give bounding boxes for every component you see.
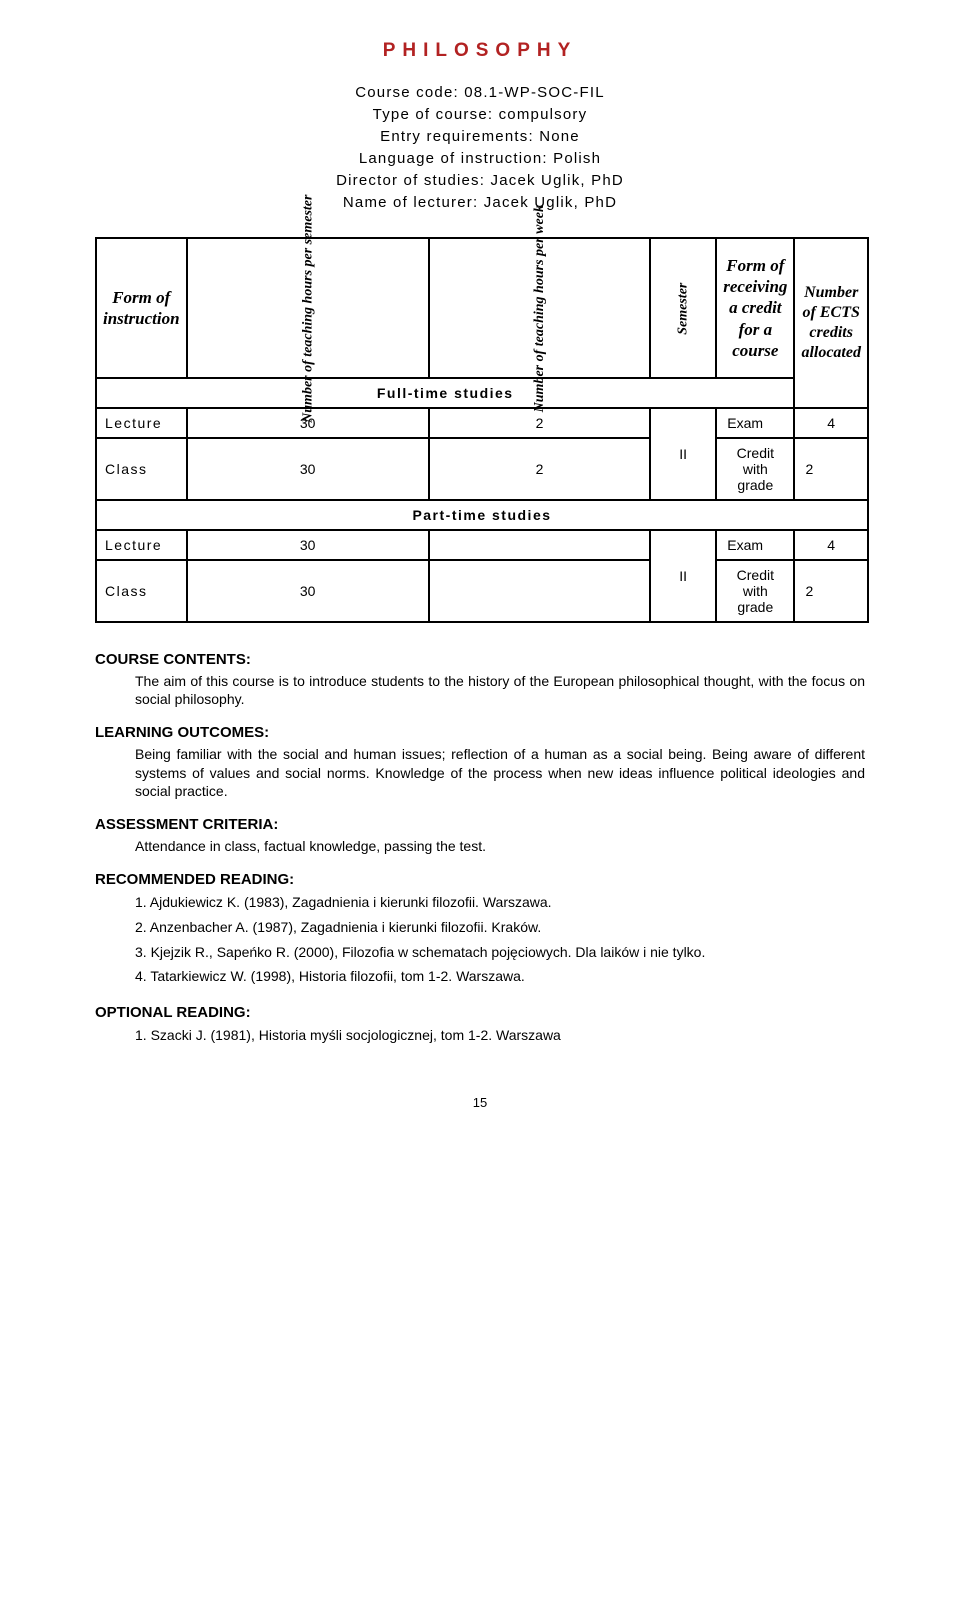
col-hours-week: Number of teaching hours per week	[429, 238, 650, 378]
row-hrs-sem: 30	[187, 530, 429, 560]
course-contents-text: The aim of this course is to introduce s…	[135, 672, 865, 708]
col-form-receiving: Form of receiving a credit for a course	[716, 238, 794, 378]
learning-outcomes-heading: LEARNING OUTCOMES:	[95, 724, 865, 741]
row-semester: II	[650, 408, 716, 500]
page-title: PHILOSOPHY	[95, 40, 865, 62]
list-item: 1. Ajdukiewicz K. (1983), Zagadnienia i …	[135, 892, 865, 914]
optional-reading-heading: OPTIONAL READING:	[95, 1004, 865, 1021]
row-hrs-sem: 30	[187, 438, 429, 500]
recommended-reading-heading: RECOMMENDED READING:	[95, 871, 865, 888]
col-form-instruction: Form of instruction	[96, 238, 187, 378]
director-label: Director of studies:	[336, 172, 485, 189]
row-name: Lecture	[96, 530, 187, 560]
row-ects: 2	[794, 560, 868, 622]
course-table: Form of instruction Number of teaching h…	[95, 237, 869, 623]
row-ects: 4	[794, 408, 868, 438]
row-credit: Credit with grade	[716, 438, 794, 500]
lecturer-label: Name of lecturer:	[343, 194, 478, 211]
lang-line: Language of instruction: Polish	[95, 150, 865, 167]
list-item: 3. Kjejzik R., Sapeńko R. (2000), Filozo…	[135, 942, 865, 964]
course-code-line: Course code: 08.1-WP-SOC-FIL	[95, 84, 865, 101]
list-item: 2. Anzenbacher A. (1987), Zagadnienia i …	[135, 917, 865, 939]
list-item: 4. Tatarkiewicz W. (1998), Historia filo…	[135, 966, 865, 988]
section-parttime-label: Part-time studies	[96, 500, 868, 530]
entry-req-label: Entry requirements:	[380, 128, 534, 145]
col-semester: Semester	[650, 238, 716, 378]
table-row: Class 30 2 Credit with grade 2	[96, 438, 868, 500]
learning-outcomes-text: Being familiar with the social and human…	[135, 745, 865, 800]
director-value: Jacek Uglik, PhD	[491, 172, 624, 189]
course-code-label: Course code:	[355, 84, 459, 101]
row-semester: II	[650, 530, 716, 622]
assessment-text: Attendance in class, factual knowledge, …	[135, 837, 865, 855]
optional-reading-list: 1. Szacki J. (1981), Historia myśli socj…	[135, 1025, 865, 1047]
entry-req-value: None	[539, 128, 580, 145]
entry-req-line: Entry requirements: None	[95, 128, 865, 145]
row-hrs-sem: 30	[187, 560, 429, 622]
course-type-label: Type of course:	[373, 106, 494, 123]
row-hrs-wk	[429, 560, 650, 622]
table-row: Class 30 Credit with grade 2	[96, 560, 868, 622]
lang-value: Polish	[553, 150, 601, 167]
row-name: Lecture	[96, 408, 187, 438]
col-ects: Number of ECTS credits allocated	[794, 238, 868, 408]
table-row: Lecture 30 II Exam 4	[96, 530, 868, 560]
course-type-line: Type of course: compulsory	[95, 106, 865, 123]
col-hours-semester: Number of teaching hours per semester	[187, 238, 429, 378]
col-hours-semester-label: Number of teaching hours per semester	[300, 195, 315, 423]
row-hrs-wk	[429, 530, 650, 560]
lecturer-value: Jacek Uglik, PhD	[484, 194, 617, 211]
section-fulltime-label: Full-time studies	[96, 378, 794, 408]
row-name: Class	[96, 560, 187, 622]
course-meta-block: Course code: 08.1-WP-SOC-FIL Type of cou…	[95, 84, 865, 211]
col-hours-week-label: Number of teaching hours per week	[532, 205, 547, 412]
section-parttime: Part-time studies	[96, 500, 868, 530]
row-hrs-wk: 2	[429, 438, 650, 500]
row-ects: 4	[794, 530, 868, 560]
recommended-reading-list: 1. Ajdukiewicz K. (1983), Zagadnienia i …	[135, 892, 865, 988]
lecturer-line: Name of lecturer: Jacek Uglik, PhD	[95, 194, 865, 211]
list-item: 1. Szacki J. (1981), Historia myśli socj…	[135, 1025, 865, 1047]
course-code-value: 08.1-WP-SOC-FIL	[464, 84, 605, 101]
row-name: Class	[96, 438, 187, 500]
page-number: 15	[95, 1095, 865, 1110]
section-fulltime: Full-time studies	[96, 378, 868, 408]
row-ects: 2	[794, 438, 868, 500]
row-credit: Exam	[716, 530, 794, 560]
assessment-heading: ASSESSMENT CRITERIA:	[95, 816, 865, 833]
lang-label: Language of instruction:	[359, 150, 548, 167]
row-credit: Exam	[716, 408, 794, 438]
director-line: Director of studies: Jacek Uglik, PhD	[95, 172, 865, 189]
row-hrs-wk: 2	[429, 408, 650, 438]
table-row: Lecture 30 2 II Exam 4	[96, 408, 868, 438]
course-contents-heading: COURSE CONTENTS:	[95, 651, 865, 668]
row-credit: Credit with grade	[716, 560, 794, 622]
course-type-value: compulsory	[499, 106, 588, 123]
table-header-row: Form of instruction Number of teaching h…	[96, 238, 868, 378]
col-semester-label: Semester	[675, 283, 690, 335]
